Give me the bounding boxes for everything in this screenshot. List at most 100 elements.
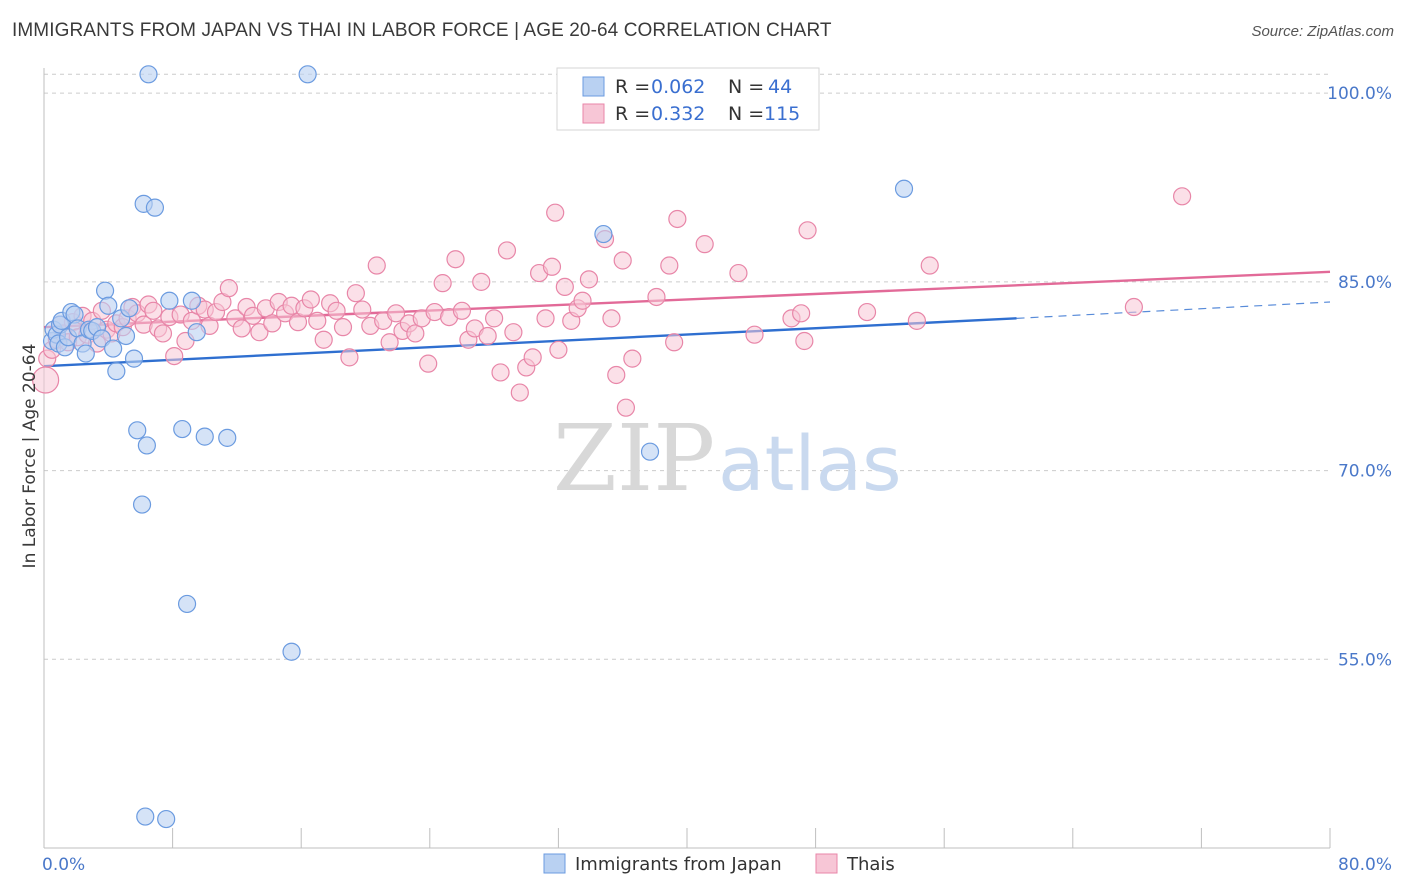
- point-thais: [327, 301, 346, 320]
- point-japan: [95, 281, 115, 300]
- point-thais: [510, 383, 529, 402]
- point-thais: [549, 340, 568, 359]
- point-japan: [120, 299, 139, 318]
- point-thais: [314, 330, 333, 349]
- point-thais: [32, 366, 60, 394]
- point-thais: [165, 346, 184, 366]
- point-japan: [116, 326, 136, 346]
- point-japan: [282, 642, 301, 661]
- legend-n-value-thais: 115: [764, 103, 800, 125]
- point-thais: [523, 348, 542, 367]
- point-thais: [446, 250, 465, 269]
- point-thais: [616, 398, 636, 417]
- legend-n-label-japan: N =: [728, 76, 764, 98]
- point-thais: [1173, 187, 1192, 206]
- point-thais: [729, 263, 748, 283]
- source-credit: Source: ZipAtlas.com: [1251, 23, 1394, 40]
- legend-n-value-japan: 44: [768, 76, 792, 98]
- point-japan: [76, 344, 95, 363]
- point-thais: [555, 277, 574, 297]
- legend-swatch-thais: [582, 103, 605, 124]
- point-thais: [623, 349, 642, 368]
- point-thais: [232, 319, 251, 338]
- point-japan: [298, 65, 317, 84]
- point-thais: [333, 318, 353, 337]
- point-thais: [665, 333, 684, 352]
- legend-r-label-thais: R =: [615, 103, 650, 125]
- point-japan: [92, 329, 111, 348]
- trend-line-japan-extension: [1016, 301, 1331, 319]
- point-japan: [157, 809, 176, 829]
- y-tick-label: 70.0%: [1338, 462, 1392, 482]
- legend-n-label-thais: N =: [728, 103, 764, 125]
- axes: [43, 68, 1331, 849]
- point-thais: [144, 301, 163, 320]
- japan-points: [42, 65, 914, 829]
- x-tick-label: 0.0%: [42, 855, 85, 875]
- point-thais: [301, 290, 320, 309]
- point-japan: [107, 362, 126, 381]
- point-japan: [218, 428, 237, 447]
- point-japan: [182, 291, 201, 310]
- point-thais: [491, 363, 510, 382]
- point-thais: [497, 241, 517, 260]
- point-japan: [177, 594, 197, 614]
- point-thais: [920, 256, 939, 275]
- bottom-legend-swatch-thais: [815, 853, 838, 874]
- chart-title: IMMIGRANTS FROM JAPAN VS THAI IN LABOR F…: [12, 20, 832, 41]
- y-tick-label: 85.0%: [1338, 273, 1392, 293]
- point-thais: [546, 203, 565, 222]
- point-thais: [647, 287, 666, 307]
- point-japan: [160, 291, 179, 310]
- point-thais: [340, 348, 359, 367]
- point-thais: [695, 235, 714, 254]
- point-thais: [798, 221, 817, 240]
- point-thais: [795, 331, 814, 351]
- point-thais: [668, 209, 687, 229]
- point-thais: [478, 326, 497, 346]
- point-japan: [173, 419, 192, 439]
- point-japan: [195, 427, 214, 446]
- point-thais: [792, 304, 811, 323]
- legend-r-label-japan: R =: [615, 76, 650, 98]
- x-tick-label: 80.0%: [1338, 855, 1392, 875]
- y-tick-labels: 55.0% 70.0% 85.0% 100.0%: [1327, 84, 1392, 670]
- point-japan: [99, 296, 118, 315]
- point-thais: [1124, 297, 1143, 317]
- point-thais: [536, 309, 555, 328]
- point-thais: [504, 323, 523, 342]
- point-thais: [579, 270, 599, 289]
- point-thais: [602, 309, 621, 328]
- point-thais: [907, 311, 926, 330]
- point-thais: [153, 324, 173, 343]
- point-thais: [745, 325, 764, 344]
- point-thais: [419, 354, 438, 373]
- watermark-atlas: atlas: [718, 419, 902, 508]
- point-japan: [137, 436, 156, 455]
- y-axis-label: In Labor Force | Age 20-64: [20, 344, 40, 569]
- point-thais: [386, 304, 406, 323]
- bottom-legend-swatch-japan: [543, 853, 566, 874]
- y-tick-label: 100.0%: [1327, 84, 1392, 104]
- point-japan: [104, 339, 123, 358]
- point-thais: [613, 251, 632, 270]
- bottom-legend-label-thais: Thais: [846, 854, 895, 875]
- y-tick-label: 55.0%: [1338, 650, 1392, 670]
- point-thais: [250, 323, 269, 342]
- trend-line-japan: [43, 317, 1017, 368]
- point-japan: [894, 179, 914, 198]
- point-thais: [380, 333, 399, 352]
- point-thais: [308, 311, 327, 330]
- point-thais: [219, 279, 238, 298]
- point-thais: [607, 365, 626, 385]
- watermark-zip: ZIP: [553, 405, 715, 512]
- point-thais: [660, 256, 679, 275]
- point-japan: [640, 442, 660, 461]
- grid-lines: [44, 73, 1330, 660]
- point-thais: [353, 300, 372, 319]
- legend-swatch-japan: [582, 76, 605, 97]
- bottom-legend-label-japan: Immigrants from Japan: [575, 854, 782, 875]
- point-japan: [132, 495, 152, 514]
- point-thais: [542, 257, 562, 276]
- point-thais: [406, 324, 425, 343]
